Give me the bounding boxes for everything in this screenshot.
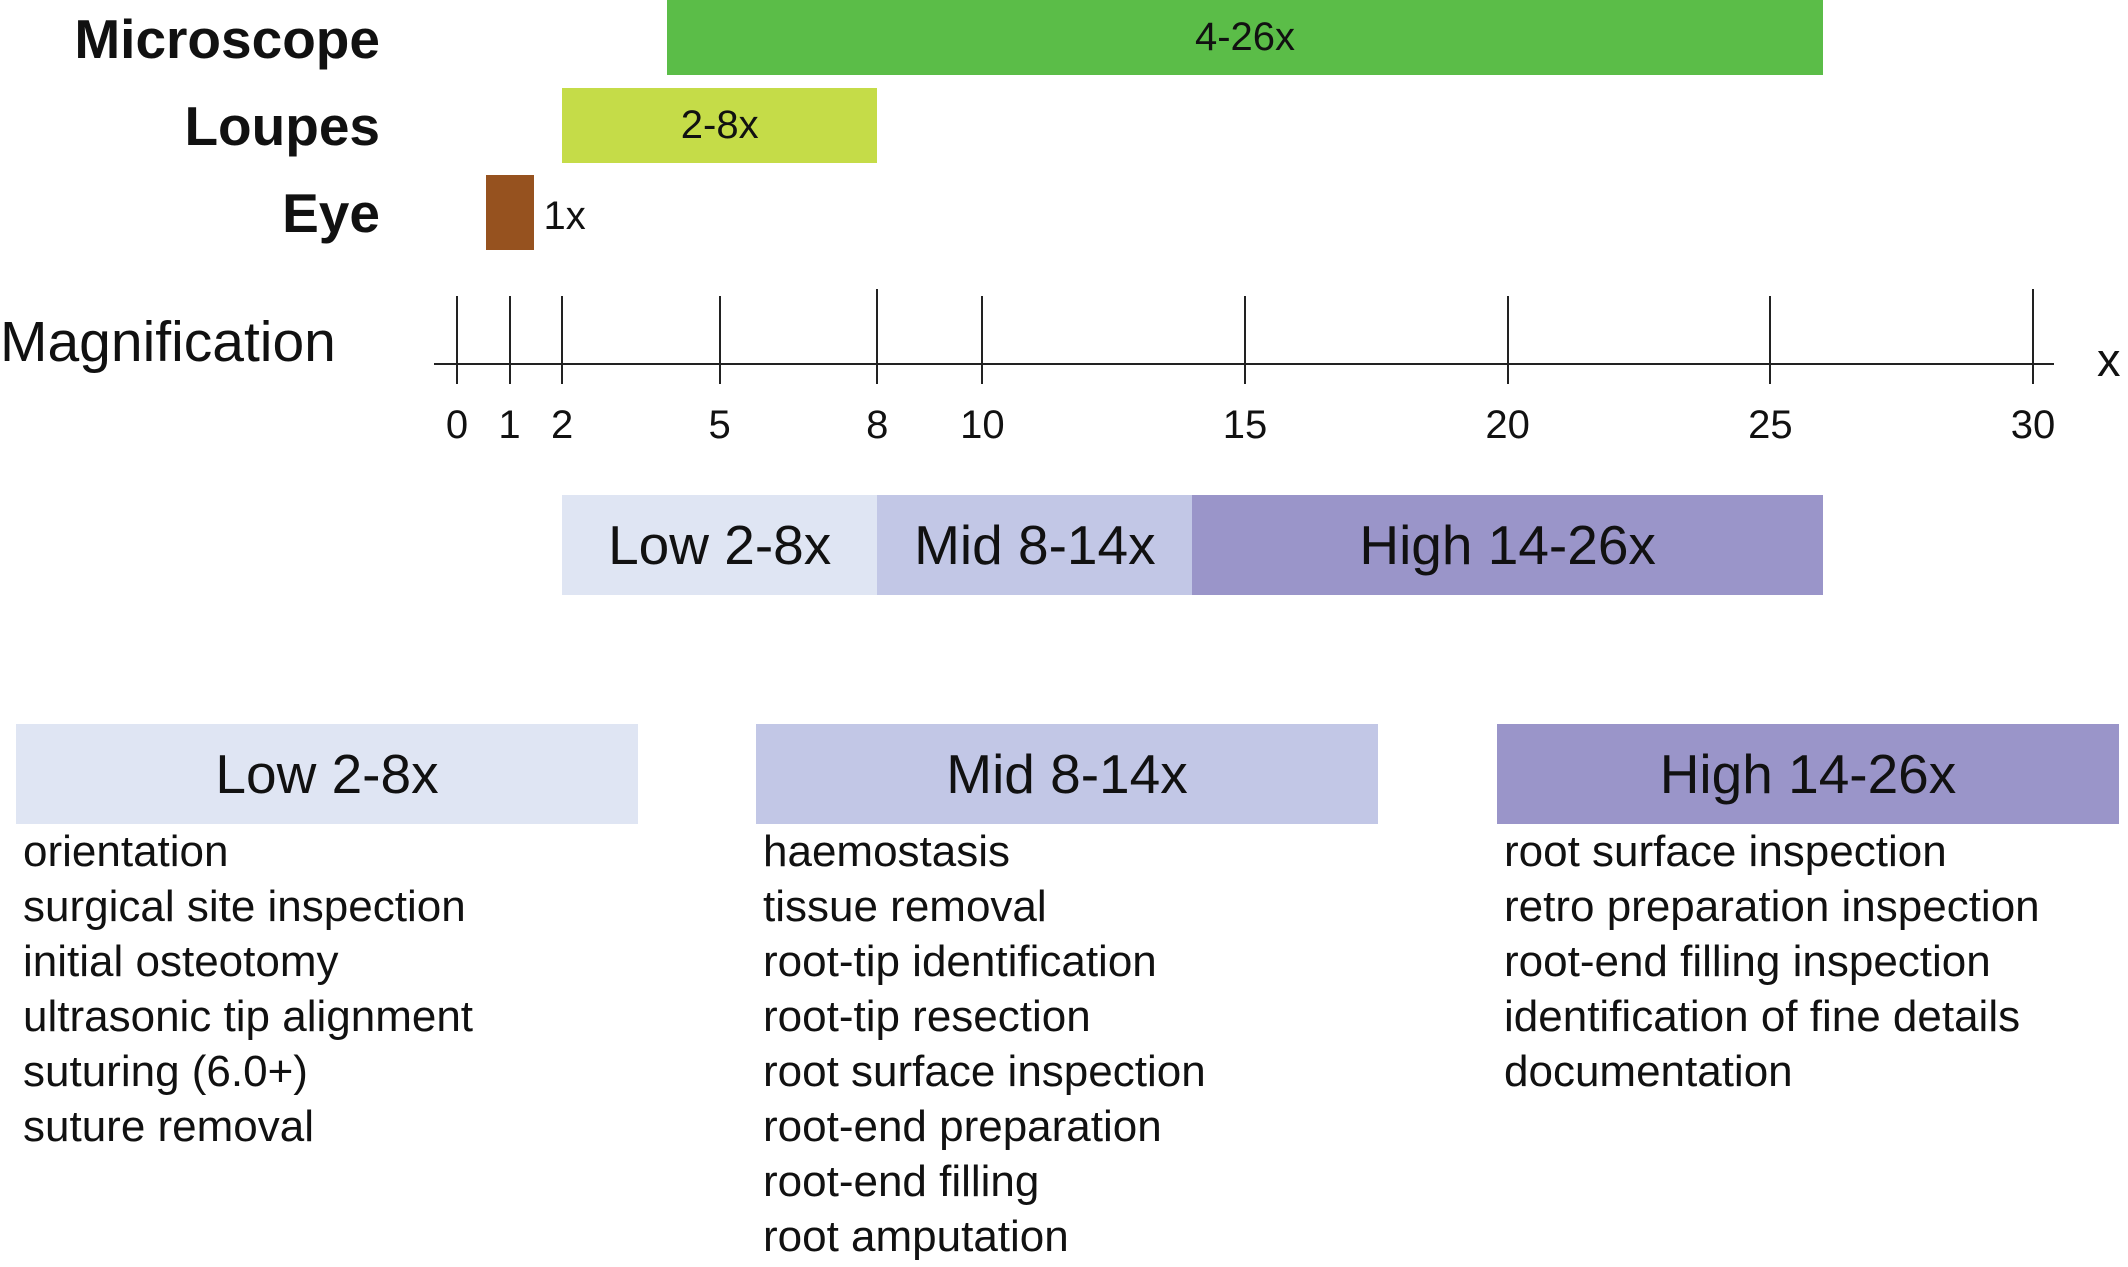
panel-high: High 14-26x root surface inspection retr…	[1497, 724, 2119, 1099]
range-bar-mid: Mid 8-14x	[877, 495, 1193, 595]
axis-tick	[876, 289, 879, 384]
list-item: root-end filling	[763, 1157, 1040, 1206]
loupes-range-bar: 2-8x	[562, 88, 878, 163]
list-item: root amputation	[763, 1212, 1069, 1261]
axis-tick	[1244, 296, 1246, 384]
panel-mid-header: Mid 8-14x	[756, 724, 1378, 824]
panel-high-title: High 14-26x	[1659, 743, 1957, 805]
range-bar-mid-label: Mid 8-14x	[914, 514, 1156, 576]
list-item: orientation	[23, 827, 229, 876]
list-item: suturing (6.0+)	[23, 1047, 308, 1096]
range-bar-low-label: Low 2-8x	[608, 514, 832, 576]
list-item: root-tip resection	[763, 992, 1091, 1041]
microscope-range-bar: 4-26x	[667, 0, 1823, 75]
panel-mid-title: Mid 8-14x	[946, 743, 1188, 805]
list-item: root-end filling inspection	[1504, 937, 1991, 986]
axis-tick-label: 0	[445, 403, 469, 447]
list-item: documentation	[1504, 1047, 1793, 1096]
device-label-loupes: Loupes	[184, 95, 380, 157]
panel-mid-list: haemostasis tissue removal root-tip iden…	[756, 824, 1378, 1264]
axis-tick-label: 1	[498, 403, 521, 447]
panel-high-list: root surface inspection retro preparatio…	[1497, 824, 2119, 1099]
axis-tick-label: 25	[1748, 403, 1793, 447]
axis-tick-label: 10	[960, 403, 1005, 447]
list-item: initial osteotomy	[23, 937, 339, 986]
eye-range-bar	[485, 175, 534, 250]
panel-low-title: Low 2-8x	[215, 743, 439, 805]
list-item: root-tip identification	[763, 937, 1157, 986]
axis-title: Magnification	[0, 310, 336, 374]
list-item: root surface inspection	[1504, 827, 1947, 876]
panel-low-list: orientation surgical site inspection ini…	[16, 824, 638, 1154]
panel-low-header: Low 2-8x	[16, 724, 638, 824]
axis-tick-label: 5	[708, 403, 731, 447]
list-item: root surface inspection	[763, 1047, 1206, 1096]
device-label-microscope: Microscope	[74, 8, 380, 70]
list-item: tissue removal	[763, 882, 1047, 931]
range-bar-high: High 14-26x	[1192, 495, 1823, 595]
panel-mid: Mid 8-14x haemostasis tissue removal roo…	[756, 724, 1378, 1264]
axis-tick	[456, 296, 458, 384]
axis-tick-label: 8	[866, 403, 889, 447]
axis-tick	[1506, 296, 1509, 384]
list-item: suture removal	[23, 1102, 315, 1151]
axis-tick	[1769, 296, 1772, 384]
axis-tick-label: 30	[2010, 403, 2056, 447]
axis-tick	[2032, 289, 2034, 384]
range-bar-low: Low 2-8x	[562, 495, 878, 595]
axis-tick	[718, 296, 721, 384]
axis-tick-label: 15	[1222, 403, 1268, 447]
panel-high-header: High 14-26x	[1497, 724, 2119, 824]
axis-tick	[981, 296, 984, 384]
list-item: identification of fine details	[1504, 992, 2021, 1041]
eye-range-label: 1x	[543, 194, 586, 238]
axis-unit: x	[2097, 333, 2121, 386]
list-item: root-end preparation	[763, 1102, 1162, 1151]
microscope-range-label: 4-26x	[1194, 15, 1296, 59]
list-item: surgical site inspection	[23, 882, 466, 931]
axis-tick-label: 2	[550, 403, 574, 447]
list-item: ultrasonic tip alignment	[23, 992, 474, 1041]
device-label-eye: Eye	[282, 182, 380, 244]
range-bar-high-label: High 14-26x	[1359, 514, 1656, 576]
list-item: haemostasis	[763, 827, 1011, 876]
axis-tick	[508, 296, 511, 384]
loupes-range-label: 2-8x	[680, 103, 759, 147]
list-item: retro preparation inspection	[1504, 882, 2040, 931]
panel-low: Low 2-8x orientation surgical site inspe…	[16, 724, 638, 1154]
axis-tick	[561, 296, 564, 384]
axis-tick-label: 20	[1485, 403, 1530, 447]
